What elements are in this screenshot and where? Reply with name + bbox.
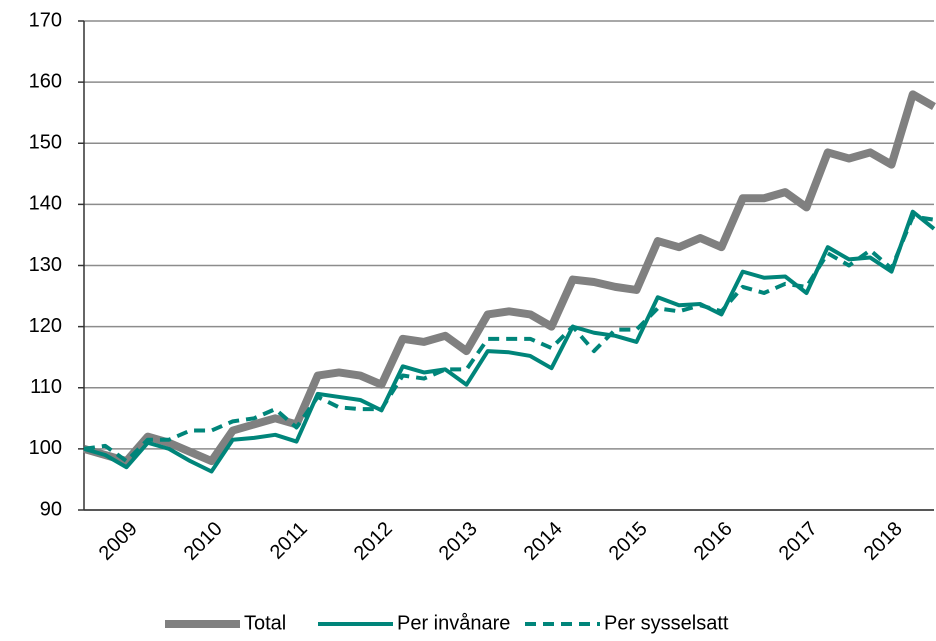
line-series [83, 214, 935, 464]
y-tick-label: 170 [29, 9, 62, 31]
y-tick-label: 90 [40, 498, 62, 520]
legend-label: Per invånare [397, 612, 510, 634]
x-tick-label: 2014 [520, 518, 567, 565]
x-tick-label: 2018 [860, 518, 907, 565]
y-tick-label: 140 [29, 193, 62, 215]
x-tick-label: 2013 [435, 518, 482, 565]
y-tick-label: 130 [29, 254, 62, 276]
line-series [82, 90, 936, 466]
line-series [83, 209, 936, 474]
x-tick-label: 2010 [180, 518, 227, 565]
legend-label: Per sysselsatt [604, 612, 729, 634]
x-tick-label: 2017 [775, 518, 822, 565]
x-tick-label: 2016 [690, 518, 737, 565]
x-tick-label: 2009 [95, 518, 142, 565]
y-tick-label: 120 [29, 315, 62, 337]
y-tick-label: 160 [29, 70, 62, 92]
y-tick-label: 150 [29, 132, 62, 154]
legend-label: Total [244, 612, 286, 634]
x-tick-label: 2015 [605, 518, 652, 565]
x-tick-label: 2012 [350, 518, 397, 565]
y-tick-label: 110 [30, 376, 62, 398]
y-tick-label: 100 [29, 437, 62, 459]
x-tick-label: 2011 [266, 518, 312, 564]
